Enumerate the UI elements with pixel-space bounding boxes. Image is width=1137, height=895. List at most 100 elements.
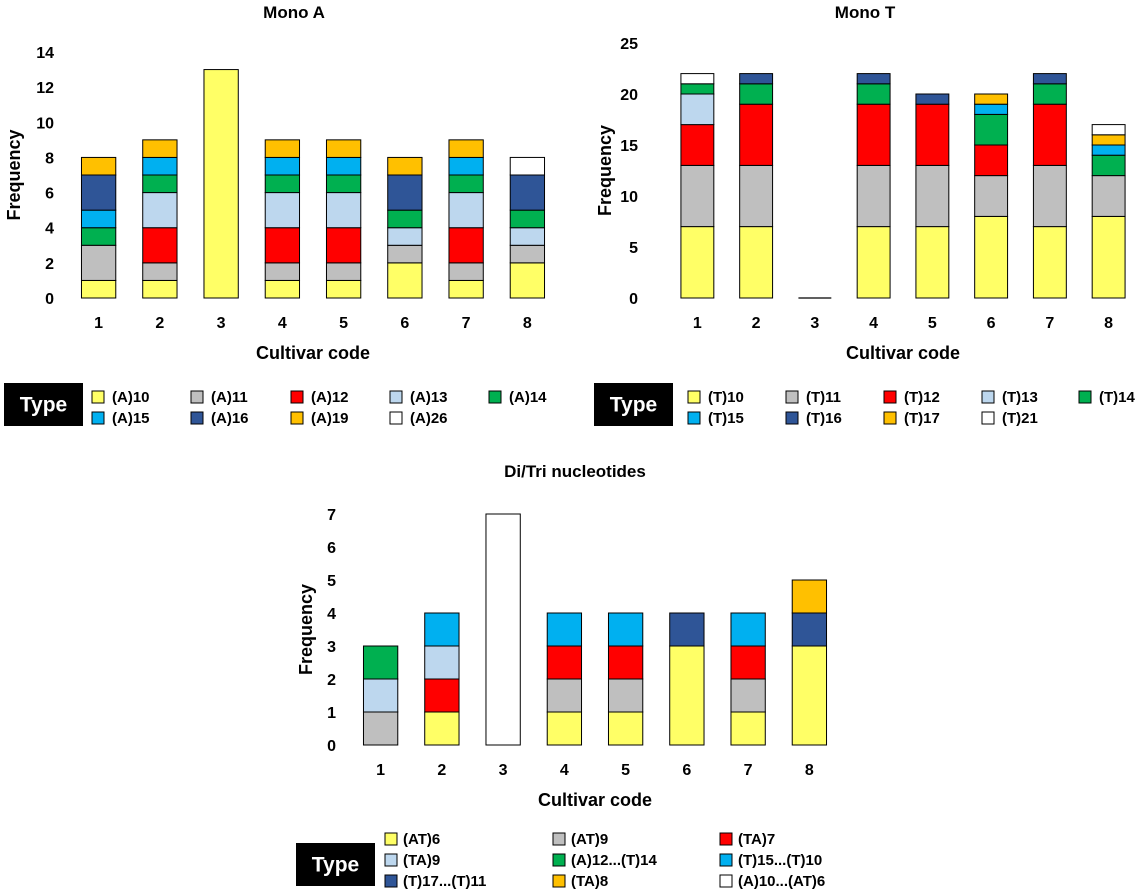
chart-di-tri-nucleotides-bar-8-at-6	[791, 645, 828, 746]
chart-mono-a-xlabel: Cultivar code	[256, 343, 370, 363]
chart-mono-a-legend-label-a-26: (A)26	[410, 410, 448, 427]
chart-mono-a-legend-label-a-16: (A)16	[211, 410, 249, 427]
chart-di-tri-nucleotides-bar-8-ta-8	[791, 579, 828, 614]
chart-mono-a-bar-6-a-10	[387, 262, 423, 299]
chart-mono-a-bar-4-a-19	[264, 139, 301, 158]
chart-mono-t-bar-2-t-12	[739, 103, 774, 166]
chart-mono-a-legend-label-a-14: (A)14	[509, 389, 547, 406]
chart-mono-a-bar-7-a-13	[448, 192, 484, 229]
chart-mono-a-legend-label-a-13: (A)13	[410, 389, 448, 406]
chart-mono-a-bar-1-a-15	[80, 209, 117, 229]
chart-mono-a-ytick-2: 2	[45, 256, 54, 273]
chart-mono-a-legend-swatch-a-12	[290, 390, 304, 404]
chart-mono-a-bar-1-a-16	[80, 174, 117, 211]
chart-mono-t-legend-label-t-14: (T)14	[1099, 389, 1135, 406]
chart-di-tri-nucleotides-bar-6-at-6	[669, 645, 705, 746]
chart-di-tri-nucleotides-ylabel: Frequency	[296, 584, 316, 675]
chart-mono-t-xtick-6: 6	[987, 315, 996, 332]
chart-mono-a-bar-5-a-13	[325, 192, 362, 229]
chart-mono-t-legend-label-t-10: (T)10	[708, 389, 744, 406]
chart-mono-t-bar-4-t-12	[856, 103, 891, 166]
chart-di-tri-nucleotides-bar-7-at-6	[730, 711, 766, 746]
chart-mono-t-ytick-0: 0	[629, 291, 638, 308]
chart-mono-a-ytick-8: 8	[45, 150, 54, 167]
chart-di-tri-nucleotides-bar-5-at-9	[607, 678, 644, 713]
chart-mono-t-bar-6-t-14	[974, 113, 1009, 146]
chart-mono-t-legend-type-box	[594, 383, 673, 426]
chart-mono-a-bar-4-a-11	[264, 262, 301, 281]
chart-di-tri-nucleotides-bar-2-at-6	[424, 711, 460, 746]
chart-mono-a-xtick-2: 2	[155, 315, 164, 332]
chart-mono-t-bar-5-t-16	[915, 93, 950, 105]
chart-mono-a-ytick-12: 12	[36, 80, 54, 97]
chart-mono-a-bar-7-a-11	[448, 262, 484, 281]
chart-mono-a-bar-5-a-12	[325, 227, 362, 264]
chart-mono-a-bar-2-a-19	[142, 139, 178, 158]
chart-mono-a-bar-6-a-16	[387, 174, 423, 211]
chart-mono-t-bar-6-t-15	[974, 103, 1009, 115]
chart-di-tri-nucleotides-bar-3-a-10-at-6	[485, 513, 521, 746]
chart-di-tri-nucleotides-legend-label-ta-7: (TA)7	[738, 831, 775, 848]
chart-mono-t-bar-1-t-21	[680, 73, 715, 85]
chart-mono-t-xtick-7: 7	[1045, 315, 1054, 332]
chart-mono-t-legend-swatch-t-17	[883, 411, 897, 425]
chart-di-tri-nucleotides-legend-swatch-at-9	[552, 832, 566, 846]
chart-mono-a-bar-6-a-14	[387, 209, 423, 229]
chart-mono-t-title: Mono T	[835, 3, 896, 22]
chart-mono-a-bar-5-a-11	[325, 262, 362, 281]
chart-mono-a-ylabel: Frequency	[4, 129, 24, 220]
chart-di-tri-nucleotides-bar-5-t-15-t-10	[607, 612, 644, 647]
chart-mono-t-bar-8-t-21	[1091, 124, 1126, 136]
chart-mono-a-bar-1-a-11	[80, 244, 117, 281]
chart-di-tri-nucleotides-bar-2-ta-9	[424, 645, 460, 680]
chart-mono-a-bar-2-a-14	[142, 174, 178, 194]
chart-mono-t-bar-1-t-11	[680, 164, 715, 228]
chart-mono-t-legend-title: Type	[610, 394, 657, 417]
chart-mono-a-legend-title: Type	[20, 394, 67, 417]
chart-mono-t-ytick-15: 15	[620, 138, 638, 155]
chart-di-tri-nucleotides-bar-2-ta-7	[424, 678, 460, 713]
chart-di-tri-nucleotides-legend-swatch-ta-8	[552, 874, 566, 888]
chart-mono-a-bar-8-a-16	[509, 174, 546, 211]
chart-mono-a-bar-7-a-12	[448, 227, 484, 264]
chart-mono-t-xtick-3: 3	[810, 315, 819, 332]
chart-mono-t-bar-8-t-15	[1091, 144, 1126, 156]
chart-mono-t-xtick-4: 4	[869, 315, 878, 332]
chart-mono-a-legend-swatch-a-16	[190, 411, 204, 425]
chart-mono-t-bar-2-t-11	[739, 164, 774, 228]
chart-di-tri-nucleotides-legend-label-at-9: (AT)9	[571, 831, 608, 848]
chart-mono-a-bar-8-a-10	[509, 262, 546, 299]
chart-mono-a-bar-2-a-15	[142, 156, 178, 176]
chart-mono-t-legend-swatch-t-16	[785, 411, 799, 425]
chart-mono-a-bar-7-a-19	[448, 139, 484, 158]
chart-mono-a-legend-type-box	[4, 383, 83, 426]
chart-mono-a-xtick-8: 8	[523, 315, 532, 332]
chart-mono-t-bar-7-t-10	[1032, 226, 1067, 299]
chart-mono-a-ytick-0: 0	[45, 291, 54, 308]
chart-di-tri-nucleotides-bar-1-ta-9	[362, 678, 399, 713]
chart-mono-t-legend-swatch-t-13	[981, 390, 995, 404]
chart-mono-t-bar-4-t-11	[856, 164, 891, 228]
chart-mono-t-bar-4-t-10	[856, 226, 891, 299]
chart-mono-a-bar-1-a-19	[80, 156, 117, 176]
chart-mono-a-bar-5-a-19	[325, 139, 362, 158]
chart-di-tri-nucleotides-xtick-3: 3	[499, 762, 508, 779]
chart-di-tri-nucleotides-legend-swatch-t-17-t-11	[384, 874, 398, 888]
chart-di-tri-nucleotides-bar-4-at-9	[546, 678, 583, 713]
chart-mono-a-xtick-4: 4	[278, 315, 287, 332]
chart-mono-t-ylabel: Frequency	[595, 125, 615, 216]
chart-mono-t-bar-6-t-17	[974, 93, 1009, 105]
chart-mono-t-bar-6-t-11	[974, 175, 1009, 217]
chart-di-tri-nucleotides-xtick-1: 1	[376, 762, 385, 779]
chart-mono-a-bar-7-a-15	[448, 156, 484, 176]
chart-mono-t-bar-2-t-10	[739, 226, 774, 299]
chart-di-tri-nucleotides-bar-1-a-12-t-14	[362, 645, 399, 680]
chart-mono-t-ytick-10: 10	[620, 189, 638, 206]
chart-di-tri-nucleotides-legend-swatch-a-10-at-6	[719, 874, 733, 888]
chart-di-tri-nucleotides-legend-label-ta-8: (TA)8	[571, 873, 608, 890]
chart-mono-a-bar-3-a-10	[203, 69, 239, 299]
chart-di-tri-nucleotides-bar-5-ta-7	[607, 645, 644, 680]
chart-mono-a-legend-swatch-a-13	[389, 390, 403, 404]
chart-mono-t-xlabel: Cultivar code	[846, 343, 960, 363]
chart-mono-t-bar-4-t-16	[856, 73, 891, 85]
